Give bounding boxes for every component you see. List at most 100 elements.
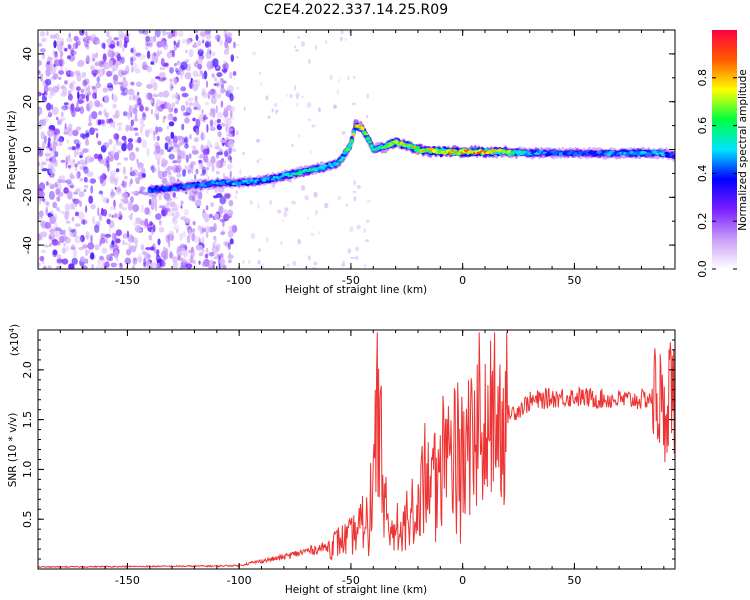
spectrogram-ridge-blob <box>342 151 347 155</box>
noise-speckle <box>363 227 367 234</box>
noise-speckle <box>213 235 217 240</box>
noise-speckle <box>210 144 213 148</box>
noise-speckle <box>51 104 54 110</box>
spectrogram-ridge-blob <box>172 186 177 191</box>
noise-speckle <box>146 66 153 73</box>
colorbar-label: Normalized spectral amplitude <box>737 69 749 230</box>
noise-speckle <box>106 218 111 225</box>
noise-speckle <box>42 266 47 269</box>
noise-speckle <box>194 199 202 207</box>
noise-speckle <box>220 87 225 94</box>
noise-speckle <box>184 59 190 63</box>
noise-speckle <box>142 113 147 121</box>
noise-speckle <box>311 124 316 128</box>
noise-speckle <box>146 84 153 89</box>
noise-speckle <box>113 199 116 208</box>
noise-speckle <box>192 83 199 92</box>
noise-speckle <box>83 166 89 174</box>
noise-speckle <box>84 129 90 139</box>
noise-speckle <box>58 76 62 81</box>
noise-speckle <box>157 171 160 176</box>
noise-speckle <box>67 44 72 50</box>
noise-speckle <box>56 241 61 246</box>
noise-speckle <box>64 123 67 130</box>
noise-speckle <box>191 80 194 84</box>
noise-speckle <box>356 224 361 230</box>
noise-speckle <box>229 170 232 179</box>
noise-speckle <box>58 70 64 75</box>
noise-speckle <box>165 168 169 173</box>
noise-speckle <box>165 31 172 36</box>
noise-speckle <box>78 211 85 221</box>
noise-speckle <box>111 93 114 101</box>
noise-speckle <box>182 231 186 238</box>
noise-speckle <box>57 43 63 53</box>
noise-speckle <box>106 254 112 262</box>
noise-speckle <box>289 94 293 98</box>
noise-speckle <box>172 192 176 198</box>
noise-speckle <box>91 34 97 39</box>
noise-speckle <box>149 246 155 251</box>
spectrogram-x-tick-label: -50 <box>342 274 360 287</box>
noise-speckle <box>128 105 133 114</box>
noise-speckle <box>114 109 120 119</box>
noise-speckle <box>38 146 42 155</box>
noise-speckle <box>62 86 67 95</box>
noise-speckle <box>77 71 80 77</box>
noise-speckle <box>74 235 81 244</box>
noise-speckle <box>160 250 167 259</box>
noise-speckle <box>61 258 69 265</box>
noise-speckle <box>66 37 73 43</box>
noise-speckle <box>140 244 145 251</box>
noise-speckle <box>144 207 151 215</box>
noise-speckle <box>171 93 175 100</box>
colorbar-tick-label: 0.8 <box>696 69 709 87</box>
noise-speckle <box>71 257 78 265</box>
noise-speckle <box>121 79 129 88</box>
snr-y-tick-label: 1.0 <box>21 461 34 479</box>
spectrogram-ridge-blob <box>671 154 675 158</box>
noise-speckle <box>60 111 64 118</box>
noise-speckle <box>135 103 138 109</box>
noise-speckle <box>113 37 119 41</box>
noise-speckle <box>174 211 180 219</box>
noise-speckle <box>134 68 141 74</box>
noise-speckle <box>94 153 99 159</box>
noise-speckle <box>133 127 139 131</box>
spectrogram-ridge-blob <box>458 149 464 152</box>
noise-speckle <box>62 229 66 236</box>
noise-speckle <box>183 208 190 216</box>
noise-speckle <box>156 249 160 257</box>
noise-speckle <box>79 200 83 207</box>
noise-speckle <box>202 116 208 120</box>
noise-speckle <box>156 50 160 57</box>
noise-speckle <box>366 114 369 119</box>
noise-speckle <box>285 93 288 98</box>
noise-speckle <box>236 44 240 46</box>
noise-speckle <box>72 159 75 164</box>
noise-speckle <box>100 145 107 153</box>
noise-speckle <box>96 220 101 225</box>
noise-speckle <box>223 150 229 157</box>
noise-speckle <box>53 128 61 136</box>
noise-speckle <box>192 259 196 264</box>
noise-speckle <box>195 168 199 175</box>
noise-speckle <box>203 70 208 80</box>
noise-speckle <box>43 244 50 248</box>
noise-speckle <box>201 87 206 94</box>
noise-speckle <box>49 242 52 247</box>
noise-speckle <box>79 154 83 159</box>
snr-panel: -150 -100 -50 0 50 0.5 1.0 1.5 2.0 Height of str… <box>7 324 676 596</box>
noise-speckle <box>44 94 47 98</box>
noise-speckle <box>333 104 337 109</box>
noise-speckle <box>38 42 43 47</box>
noise-speckle <box>173 203 179 212</box>
noise-speckle <box>65 245 69 252</box>
noise-speckle <box>122 70 129 74</box>
noise-speckle <box>93 40 96 45</box>
noise-speckle <box>344 37 347 42</box>
noise-speckle <box>69 174 75 180</box>
noise-speckle <box>109 174 115 184</box>
noise-speckle <box>190 248 196 258</box>
noise-speckle <box>199 30 207 37</box>
